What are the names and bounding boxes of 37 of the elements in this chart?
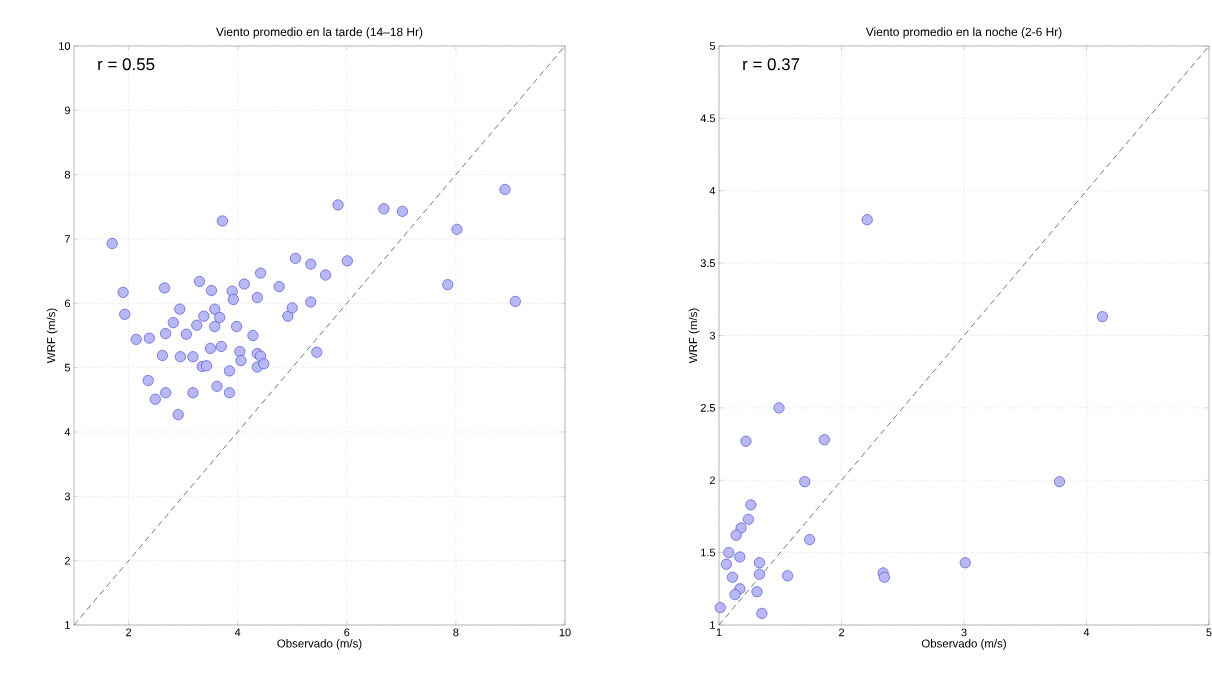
y-tick-label: 2 [64,556,70,565]
annotation: r = 0.37 [743,58,800,71]
y-tick-label: 4 [64,428,71,436]
y-tick-label: 8 [64,170,70,179]
chart-title: Viento promedio en la noche (2-6 Hr) [865,27,1062,39]
y-tick-label: 3 [64,492,70,501]
y-tick-label: 1 [710,621,715,629]
y-tick-label: 7 [64,235,70,243]
y-axis-title: WRF (m/s) [688,308,700,364]
y-tick-label: 5 [64,363,71,372]
y-tick-label: 10 [59,42,71,50]
x-tick-label: 4 [1083,628,1090,637]
y-tick-label: 5 [709,42,716,50]
y-tick-label: 4.5 [700,114,716,123]
y-tick-label: 1 [65,621,70,629]
x-tick-label: 2 [839,628,845,637]
x-tick-label: 6 [344,628,350,637]
y-axis-title: WRF (m/s) [46,308,58,364]
y-tick-label: 3 [709,331,715,340]
x-tick-label: 1 [716,628,722,637]
annotation: r = 0.55 [98,58,155,71]
y-tick-label: 2 [709,476,715,485]
y-tick-label: 2.5 [700,404,716,412]
x-axis-title: Observado (m/s) [277,639,362,650]
x-tick-label: 3 [961,628,967,637]
y-tick-label: 6 [64,299,70,308]
y-tick-label: 4 [709,186,716,195]
y-tick-label: 3.5 [700,259,716,267]
x-tick-label: 4 [234,628,241,637]
x-tick-label: 2 [126,628,132,637]
y-tick-label: 1.5 [701,548,716,557]
x-axis-title: Observado (m/s) [921,639,1006,650]
x-tick-label: 8 [453,628,459,637]
x-tick-label: 5 [1206,628,1212,637]
x-tick-label: 10 [559,628,571,637]
chart-title: Viento promedio en la tarde (14–18 Hr) [215,27,423,39]
y-tick-label: 9 [64,106,70,115]
